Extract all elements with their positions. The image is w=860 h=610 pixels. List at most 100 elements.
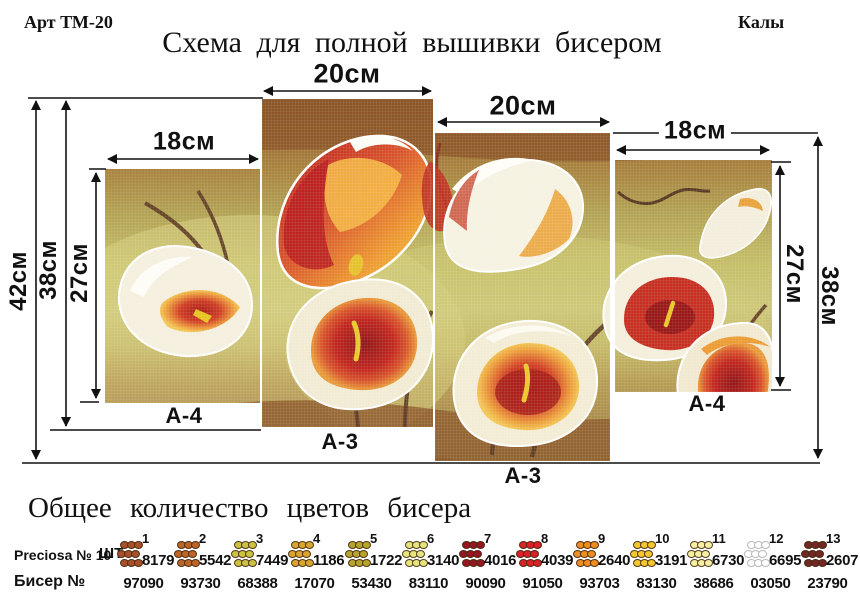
legend-color-item: 8 4039 91050 xyxy=(516,531,574,592)
color-count: 2607 xyxy=(826,552,859,569)
bead-code: 90090 xyxy=(465,575,506,592)
color-count: 3191 xyxy=(655,552,688,569)
legend-color-item: 12 6695 03050 xyxy=(744,531,802,592)
bead-dot xyxy=(761,559,770,567)
legend-color-item: 4 1186 17070 xyxy=(288,531,345,592)
bead-dot xyxy=(362,559,371,567)
color-count: 4016 xyxy=(484,552,517,569)
bead-dot xyxy=(647,559,656,567)
dim-height-38-left: 38см xyxy=(35,240,62,300)
legend-bead-row-label: Бисер № xyxy=(14,573,86,590)
color-count: 8179 xyxy=(142,552,175,569)
color-count: 7449 xyxy=(256,552,289,569)
panel-4-a4-right xyxy=(615,160,772,392)
bead-code: 93703 xyxy=(579,575,620,592)
bead-dot xyxy=(305,541,314,549)
panel-4-label: А-4 xyxy=(688,391,726,416)
page-title: Схема для полной вышивки бисером xyxy=(162,26,662,59)
bead-dot xyxy=(245,550,254,558)
bead-code: 17070 xyxy=(294,575,335,592)
legend-color-item: 3 7449 68388 xyxy=(231,531,289,592)
panel-4-image xyxy=(615,160,772,392)
bead-code: 83110 xyxy=(408,575,449,592)
dim-height-38-right: 38см xyxy=(816,266,843,326)
legend-color-item: 7 4016 90090 xyxy=(459,531,517,592)
bead-code: 97090 xyxy=(123,575,164,592)
bead-dot xyxy=(590,559,599,567)
bead-swatch xyxy=(630,541,656,568)
bead-dot xyxy=(815,550,824,558)
legend-brand-label: Preciosa № 10 xyxy=(14,547,112,563)
bead-dot xyxy=(362,541,371,549)
bead-swatch xyxy=(801,541,827,568)
panel-1-image xyxy=(105,169,260,403)
bead-dot xyxy=(191,541,200,549)
design-name: Калы xyxy=(738,12,785,32)
panel-3-image xyxy=(435,133,610,461)
bead-dot xyxy=(701,550,710,558)
bead-dot xyxy=(305,559,314,567)
bead-code: 83130 xyxy=(636,575,677,592)
panel-1-a4-left xyxy=(105,169,260,403)
bead-swatch xyxy=(687,541,713,568)
bead-dot xyxy=(473,550,482,558)
bead-swatch xyxy=(573,541,599,568)
color-index: 3 xyxy=(256,531,264,546)
legend-color-item: 9 2640 93703 xyxy=(573,532,630,592)
color-count: 3140 xyxy=(427,552,460,569)
bead-code: 38686 xyxy=(693,575,734,592)
color-index: 6 xyxy=(427,531,435,546)
bead-dot xyxy=(533,541,542,549)
legend-color-item: 1 8179 97090 xyxy=(117,531,175,592)
color-index: 12 xyxy=(769,531,784,546)
color-index: 13 xyxy=(826,531,841,546)
panel-3-label: А-3 xyxy=(504,463,542,488)
dim-height-total-left: 42см xyxy=(5,251,32,311)
legend-color-item: 5 1722 53430 xyxy=(345,531,403,592)
bead-code: 03050 xyxy=(750,575,791,592)
bead-swatch xyxy=(231,541,257,568)
bead-dot xyxy=(248,541,257,549)
color-index: 7 xyxy=(484,531,492,546)
bead-dot xyxy=(533,559,542,567)
color-index: 8 xyxy=(541,531,549,546)
bead-dot xyxy=(188,550,197,558)
panel-1-label: А-4 xyxy=(165,403,203,428)
color-count: 1722 xyxy=(370,552,403,569)
color-count: 5542 xyxy=(199,552,232,569)
color-count: 4039 xyxy=(541,552,574,569)
dim-width-panel2: 20см xyxy=(313,58,381,89)
bead-dot xyxy=(587,550,596,558)
bead-code: 53430 xyxy=(351,575,392,592)
bead-dot xyxy=(704,541,713,549)
dim-width-panel3: 20см xyxy=(489,90,557,121)
bead-swatch xyxy=(402,541,428,568)
bead-code: 91050 xyxy=(522,575,563,592)
bead-dot xyxy=(302,550,311,558)
color-index: 1 xyxy=(142,531,150,546)
bead-dot xyxy=(359,550,368,558)
legend-color-table: 1 8179 97090 2 5542 93730 3 7449 68388 4 1186 17070… xyxy=(117,531,859,592)
panel-2-a3 xyxy=(262,99,433,427)
legend-color-item: 11 6730 38686 xyxy=(687,532,744,592)
color-count: 1186 xyxy=(313,552,345,569)
legend-color-item: 2 5542 93730 xyxy=(174,532,232,592)
art-number: Арт ТМ-20 xyxy=(24,12,113,32)
color-count: 6695 xyxy=(769,552,802,569)
color-index: 5 xyxy=(370,531,378,546)
bead-dot xyxy=(134,559,143,567)
bead-code: 93730 xyxy=(180,575,221,592)
color-index: 10 xyxy=(655,531,670,546)
bead-dot xyxy=(818,559,827,567)
bead-dot xyxy=(647,541,656,549)
bead-dot xyxy=(191,559,200,567)
bead-swatch xyxy=(516,541,542,568)
bead-swatch xyxy=(174,541,200,568)
bead-dot xyxy=(134,541,143,549)
bead-dot xyxy=(476,541,485,549)
bead-dot xyxy=(419,541,428,549)
legend-unit-label: ШТ xyxy=(99,545,124,562)
bead-dot xyxy=(761,541,770,549)
bead-dot xyxy=(590,541,599,549)
color-index: 4 xyxy=(313,531,321,546)
